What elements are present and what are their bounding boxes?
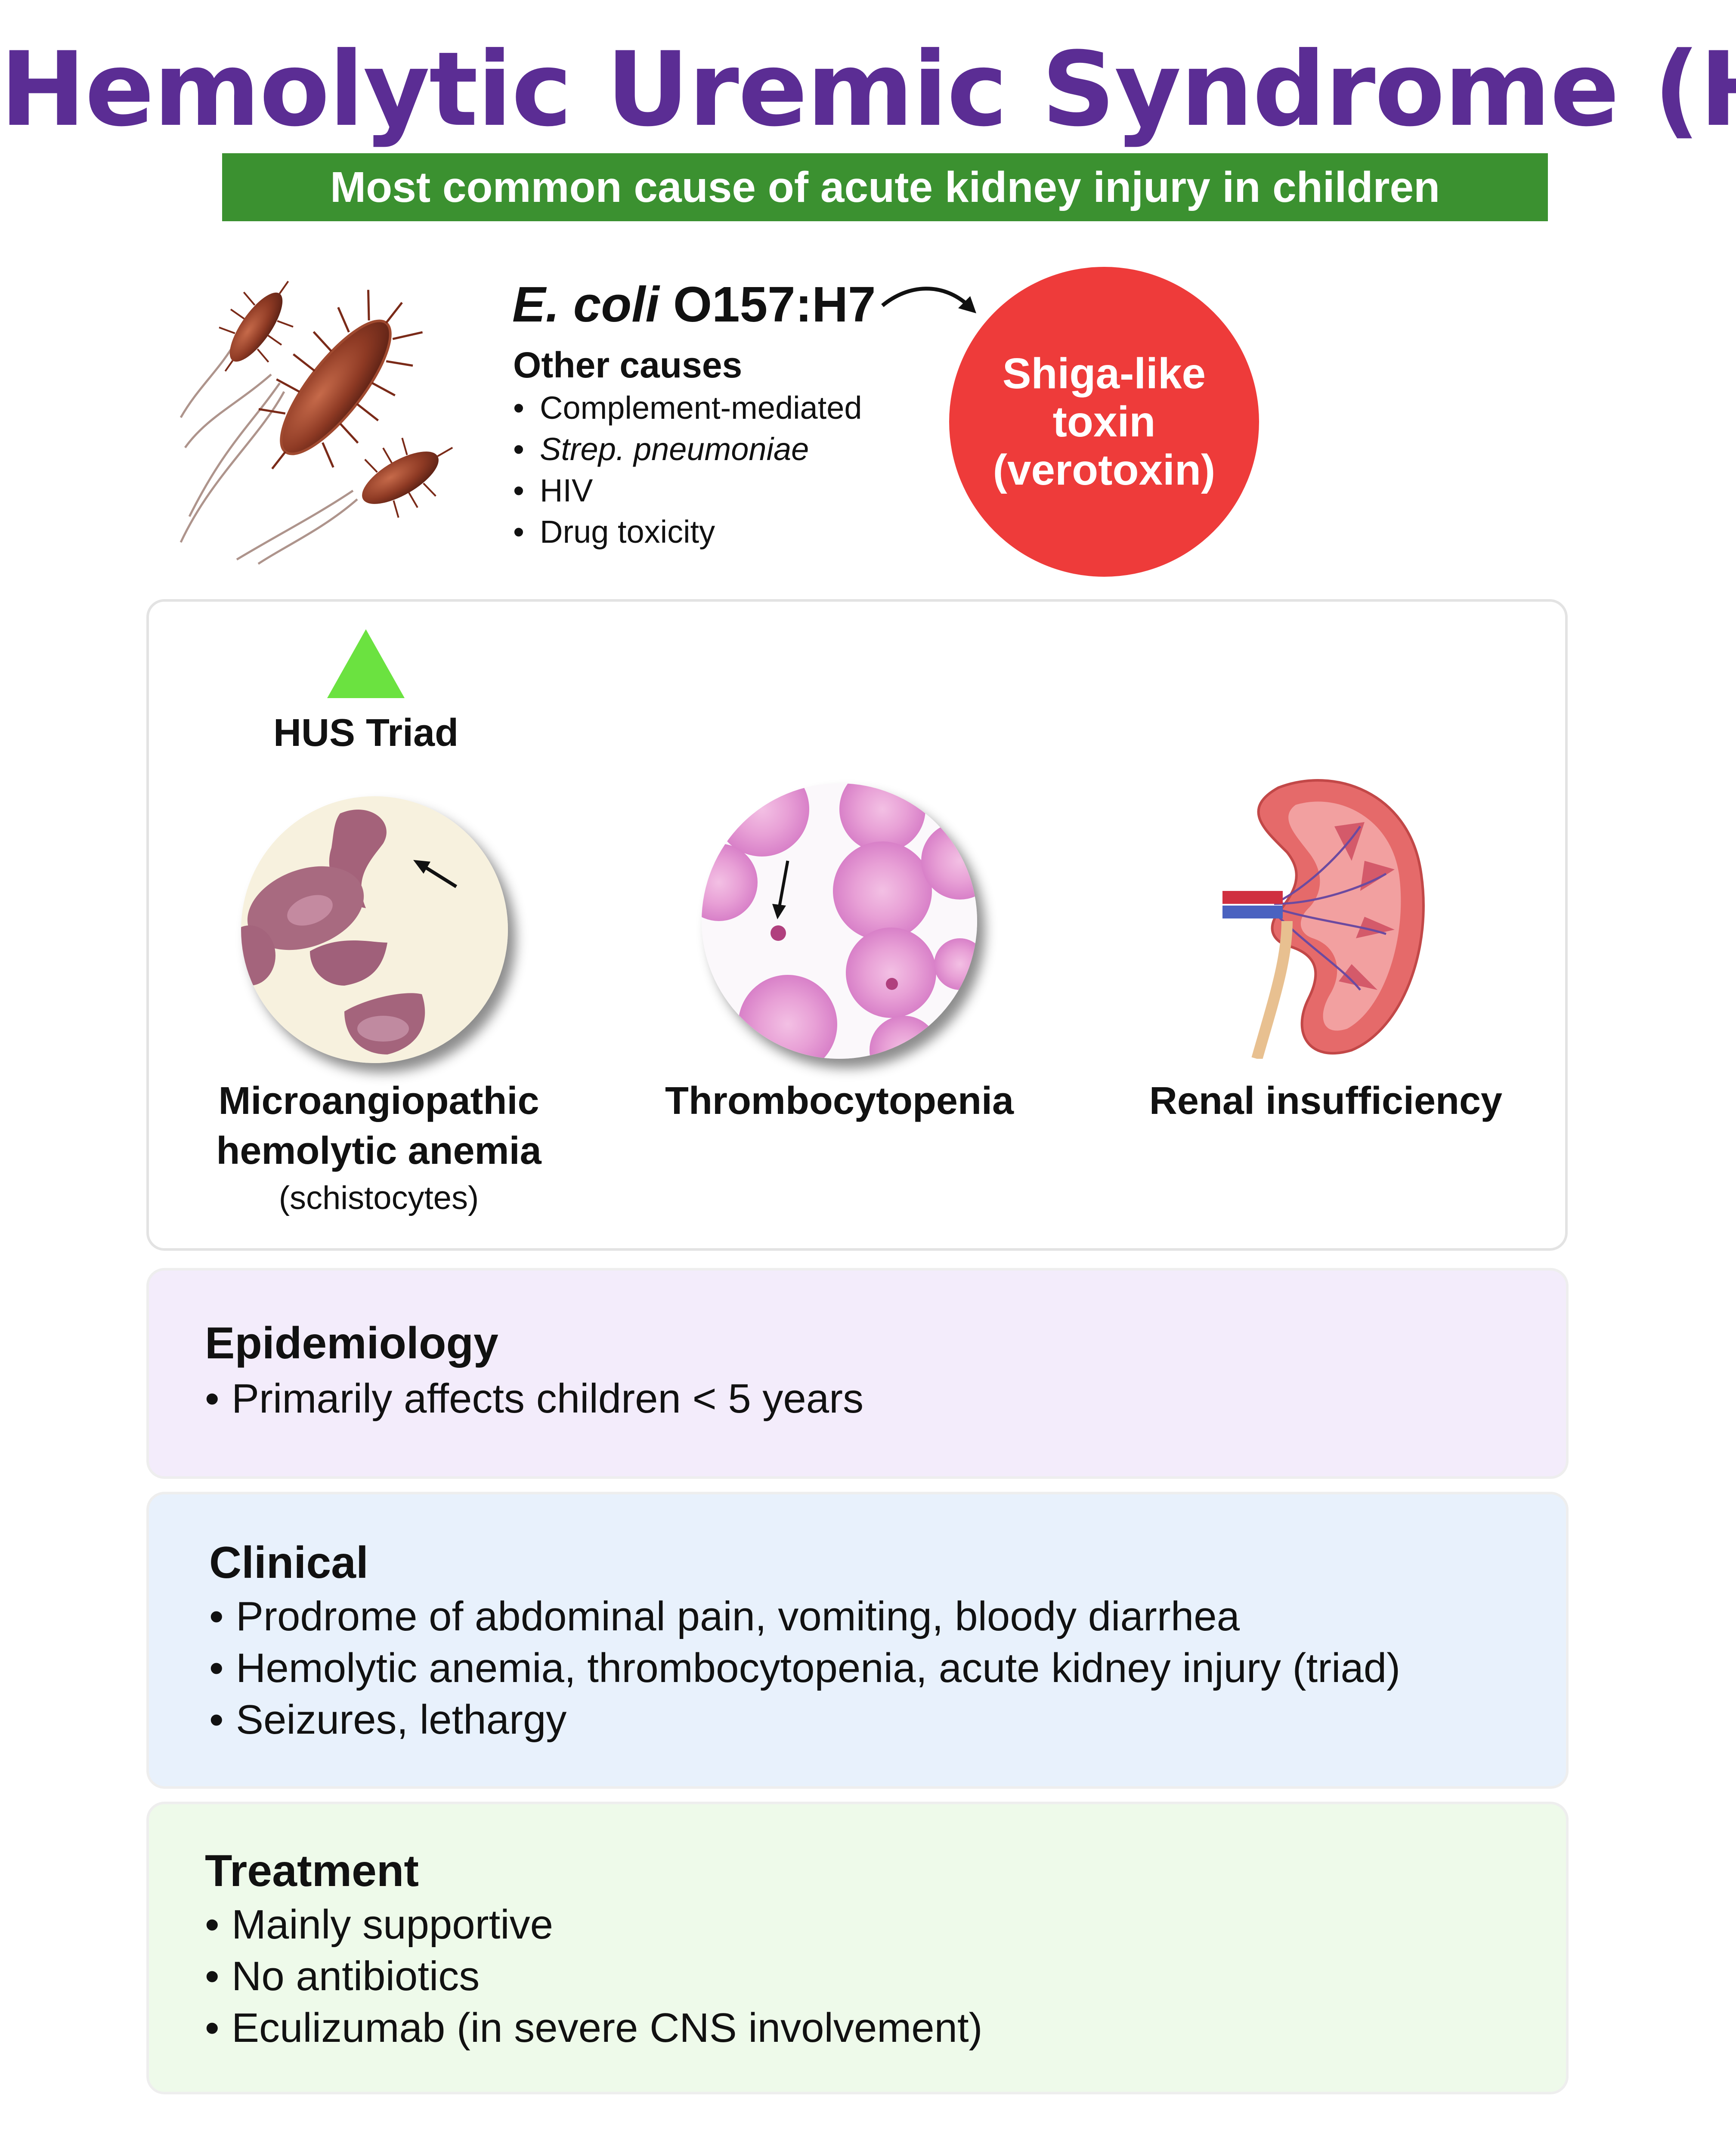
- primary-cause: E. coli O157:H7: [512, 275, 876, 333]
- list-item: Prodrome of abdominal pain, vomiting, bl…: [209, 1591, 1400, 1642]
- organism-name: E. coli: [512, 276, 659, 332]
- list-item: Primarily affects children < 5 years: [205, 1373, 863, 1425]
- treatment-heading: Treatment: [205, 1846, 419, 1896]
- toxin-line: toxin: [1052, 398, 1156, 446]
- list-item: Drug toxicity: [513, 511, 862, 553]
- clinical-panel: Clinical Prodrome of abdominal pain, vom…: [146, 1492, 1569, 1789]
- bacterium-small-top: [219, 281, 294, 372]
- triad-label: HUS Triad: [273, 711, 459, 754]
- triad-item-anemia-note: (schistocytes): [279, 1180, 479, 1216]
- list-item: No antibiotics: [205, 1951, 983, 2002]
- triad-panel: [146, 599, 1568, 1251]
- triad-item-thrombocytopenia: Thrombocytopenia: [665, 1079, 1014, 1122]
- clinical-list: Prodrome of abdominal pain, vomiting, bl…: [209, 1591, 1400, 1746]
- epidemiology-panel: Epidemiology Primarily affects children …: [146, 1268, 1569, 1479]
- list-item: Mainly supportive: [205, 1899, 983, 1951]
- list-item: Eculizumab (in severe CNS involvement): [205, 2002, 983, 2054]
- bacteria-illustration: [179, 281, 453, 565]
- bacterium-small-bottom: [362, 437, 453, 518]
- treatment-panel: Treatment Mainly supportive No antibioti…: [146, 1802, 1569, 2094]
- schistocyte-smear: [241, 796, 508, 1063]
- other-causes-heading: Other causes: [513, 345, 743, 385]
- epidemiology-heading: Epidemiology: [205, 1318, 498, 1368]
- bacterium-large: [258, 290, 423, 470]
- toxin-line: Shiga-like: [1002, 349, 1206, 398]
- clinical-heading: Clinical: [209, 1538, 368, 1588]
- platelet-smear: [702, 783, 977, 1059]
- triad-item-anemia: Microangiopathic hemolytic anemia: [216, 1079, 542, 1172]
- list-item: Hemolytic anemia, thrombocytopenia, acut…: [209, 1642, 1400, 1694]
- subtitle-banner: Most common cause of acute kidney injury…: [222, 153, 1548, 221]
- triangle-icon: [327, 629, 405, 698]
- toxin-line: (verotoxin): [993, 446, 1216, 494]
- list-item: HIV: [513, 470, 862, 511]
- treatment-list: Mainly supportive No antibiotics Eculizu…: [205, 1899, 983, 2054]
- toxin-circle: Shiga-like toxin (verotoxin): [949, 267, 1259, 577]
- kidney-illustration: [1222, 779, 1425, 1059]
- organism-strain: O157:H7: [673, 276, 876, 332]
- list-item: Strep. pneumoniae: [513, 429, 862, 470]
- page-title: Hemolytic Uremic Syndrome (HUS): [0, 30, 1736, 149]
- epidemiology-list: Primarily affects children < 5 years: [205, 1373, 863, 1425]
- list-item: Seizures, lethargy: [209, 1694, 1400, 1746]
- list-item: Complement-mediated: [513, 387, 862, 429]
- curved-arrow-icon: [881, 287, 976, 313]
- other-causes-list: Complement-mediated Strep. pneumoniae HI…: [513, 387, 862, 553]
- triad-item-renal: Renal insufficiency: [1149, 1079, 1503, 1122]
